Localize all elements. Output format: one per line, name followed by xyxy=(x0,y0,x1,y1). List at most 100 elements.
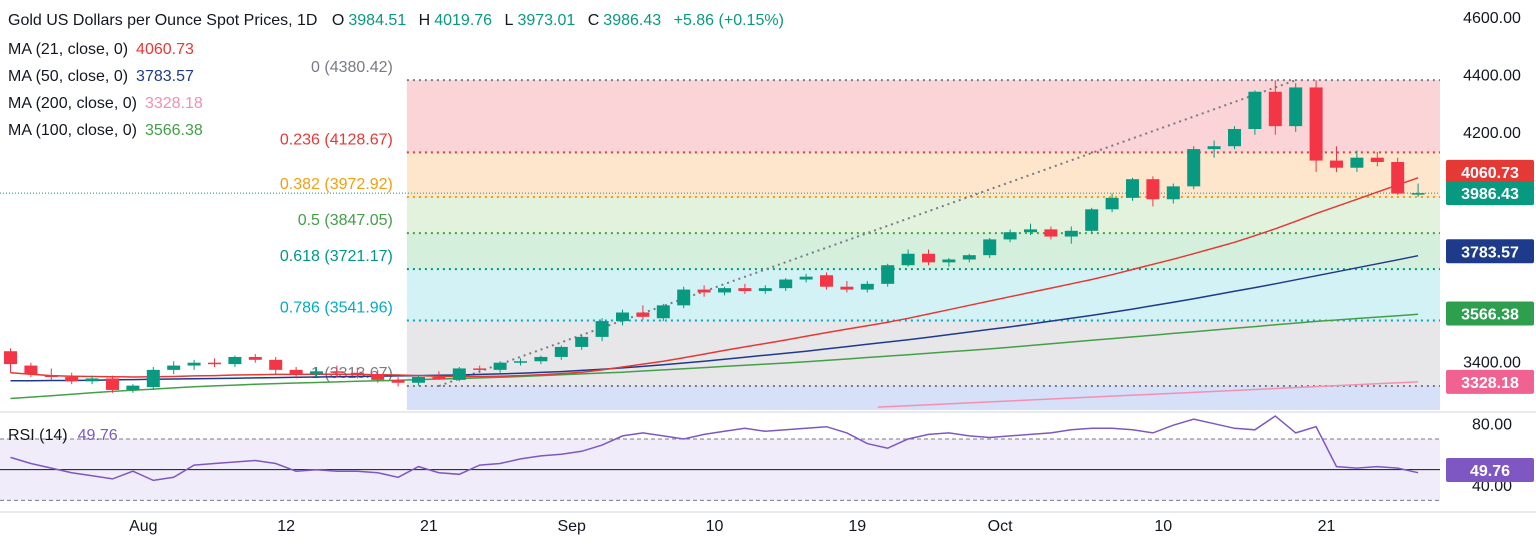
candle-33 xyxy=(677,286,691,309)
candle-50 xyxy=(1024,223,1037,236)
candle-body xyxy=(595,321,609,337)
rsi-badge: 49.76 xyxy=(1446,458,1534,483)
candle-body xyxy=(44,375,58,378)
price-badge-text: 3783.57 xyxy=(1461,244,1519,261)
candle-body xyxy=(391,379,405,383)
candle-body xyxy=(24,365,38,375)
candle-body xyxy=(514,361,527,363)
legend-ma100-value: 3566.38 xyxy=(144,122,203,139)
candle-body xyxy=(616,312,629,322)
low-value: 3973.01 xyxy=(517,12,576,29)
chart-title: Gold US Dollars per Ounce Spot Prices, 1… xyxy=(8,12,318,29)
candle-49 xyxy=(1003,229,1017,243)
candle-36 xyxy=(738,283,752,294)
candle-13 xyxy=(269,356,283,375)
candle-body xyxy=(656,305,670,319)
legend-rsi[interactable]: RSI (14) 49.76 xyxy=(8,427,118,445)
candle-1 xyxy=(24,362,38,378)
candle-body xyxy=(432,377,446,380)
candle-21 xyxy=(432,371,446,380)
candle-body xyxy=(106,378,119,390)
legend-ma100[interactable]: MA (100, close, 0) 3566.38 xyxy=(8,122,203,140)
candle-body xyxy=(1248,91,1262,130)
time-tick-5: 19 xyxy=(848,518,866,535)
candle-18 xyxy=(371,369,385,383)
candle-body xyxy=(208,362,221,365)
rsi-pane xyxy=(0,415,1440,501)
legend-ma200[interactable]: MA (200, close, 0) 3328.18 xyxy=(8,95,203,113)
price-badge-bg xyxy=(1446,369,1534,394)
candle-body xyxy=(942,259,956,263)
candle-body xyxy=(983,239,997,256)
fib-zone-2 xyxy=(406,196,1440,234)
candle-body xyxy=(1166,186,1180,200)
price-tick-2: 4200.00 xyxy=(1463,125,1521,142)
candle-29 xyxy=(595,318,609,342)
candle-24 xyxy=(493,361,507,373)
candle-46 xyxy=(942,258,956,267)
fib-zone-1 xyxy=(406,152,1440,197)
candle-body xyxy=(1187,149,1201,187)
price-axis: 4600.00 4400.00 4200.00 3400.00 80.00 40.00 xyxy=(1463,10,1521,495)
candle-body xyxy=(1391,161,1405,194)
candle-body xyxy=(1207,146,1221,150)
candle-34 xyxy=(697,285,711,297)
candle-body xyxy=(310,371,323,375)
candle-63 xyxy=(1289,83,1303,132)
candle-body xyxy=(1024,229,1037,233)
time-tick-2: 21 xyxy=(420,518,438,535)
ma100-line xyxy=(10,313,1419,400)
candle-body xyxy=(1126,179,1139,198)
candle-body xyxy=(493,362,507,370)
candle-body xyxy=(228,356,242,365)
candle-body xyxy=(269,359,283,370)
candle-body xyxy=(248,356,262,360)
legend-rsi-label: RSI (14) xyxy=(8,427,68,444)
candle-body xyxy=(1289,87,1303,127)
fib-zone-0 xyxy=(406,80,1440,153)
rsi-tick-1: 40.00 xyxy=(1472,478,1512,495)
time-axis: Aug 12 21 Sep 10 19 Oct 10 21 xyxy=(129,518,1335,535)
candle-64 xyxy=(1309,80,1323,173)
candle-body xyxy=(65,377,79,382)
legend-ma21[interactable]: MA (21, close, 0) 4060.73 xyxy=(8,41,194,59)
fib-zone-3 xyxy=(406,233,1440,270)
legend-ma100-label: MA (100, close, 0) xyxy=(8,122,137,139)
fib-label-2: 0.382 (3972.92) xyxy=(280,176,393,193)
candle-35 xyxy=(718,286,731,296)
candle-38 xyxy=(779,278,793,292)
candle-15 xyxy=(310,366,323,378)
candle-body xyxy=(881,265,895,284)
candle-12 xyxy=(248,354,262,363)
ma200-line xyxy=(877,381,1419,408)
price-badge-1: 3986.43 xyxy=(1446,181,1534,206)
candle-2 xyxy=(44,368,58,380)
candle-10 xyxy=(208,358,221,367)
candle-body xyxy=(289,369,303,375)
rsi-badge-bg xyxy=(1446,458,1534,483)
candle-body xyxy=(820,275,833,287)
candle-61 xyxy=(1248,90,1262,135)
legend-rsi-value: 49.76 xyxy=(77,427,118,444)
time-tick-0: Aug xyxy=(129,518,157,535)
candle-body xyxy=(1268,91,1282,127)
candle-body xyxy=(799,276,813,280)
price-badge-bg xyxy=(1446,239,1534,264)
ma21-line xyxy=(10,177,1419,378)
candle-53 xyxy=(1085,207,1099,234)
candle-59 xyxy=(1207,140,1221,158)
ma50-line xyxy=(10,254,1419,382)
candle-20 xyxy=(412,375,425,386)
candle-26 xyxy=(534,355,548,365)
price-badge-text: 3986.43 xyxy=(1461,186,1519,203)
fibonacci-zones xyxy=(406,80,1440,410)
candle-30 xyxy=(616,309,629,326)
candle-3 xyxy=(65,372,79,385)
price-badge-2: 3783.57 xyxy=(1446,239,1534,264)
price-tick-0: 4600.00 xyxy=(1463,10,1521,27)
candle-body xyxy=(350,372,364,375)
legend-ma50[interactable]: MA (50, close, 0) 3783.57 xyxy=(8,68,194,86)
fibonacci-trend-line xyxy=(438,79,1297,387)
